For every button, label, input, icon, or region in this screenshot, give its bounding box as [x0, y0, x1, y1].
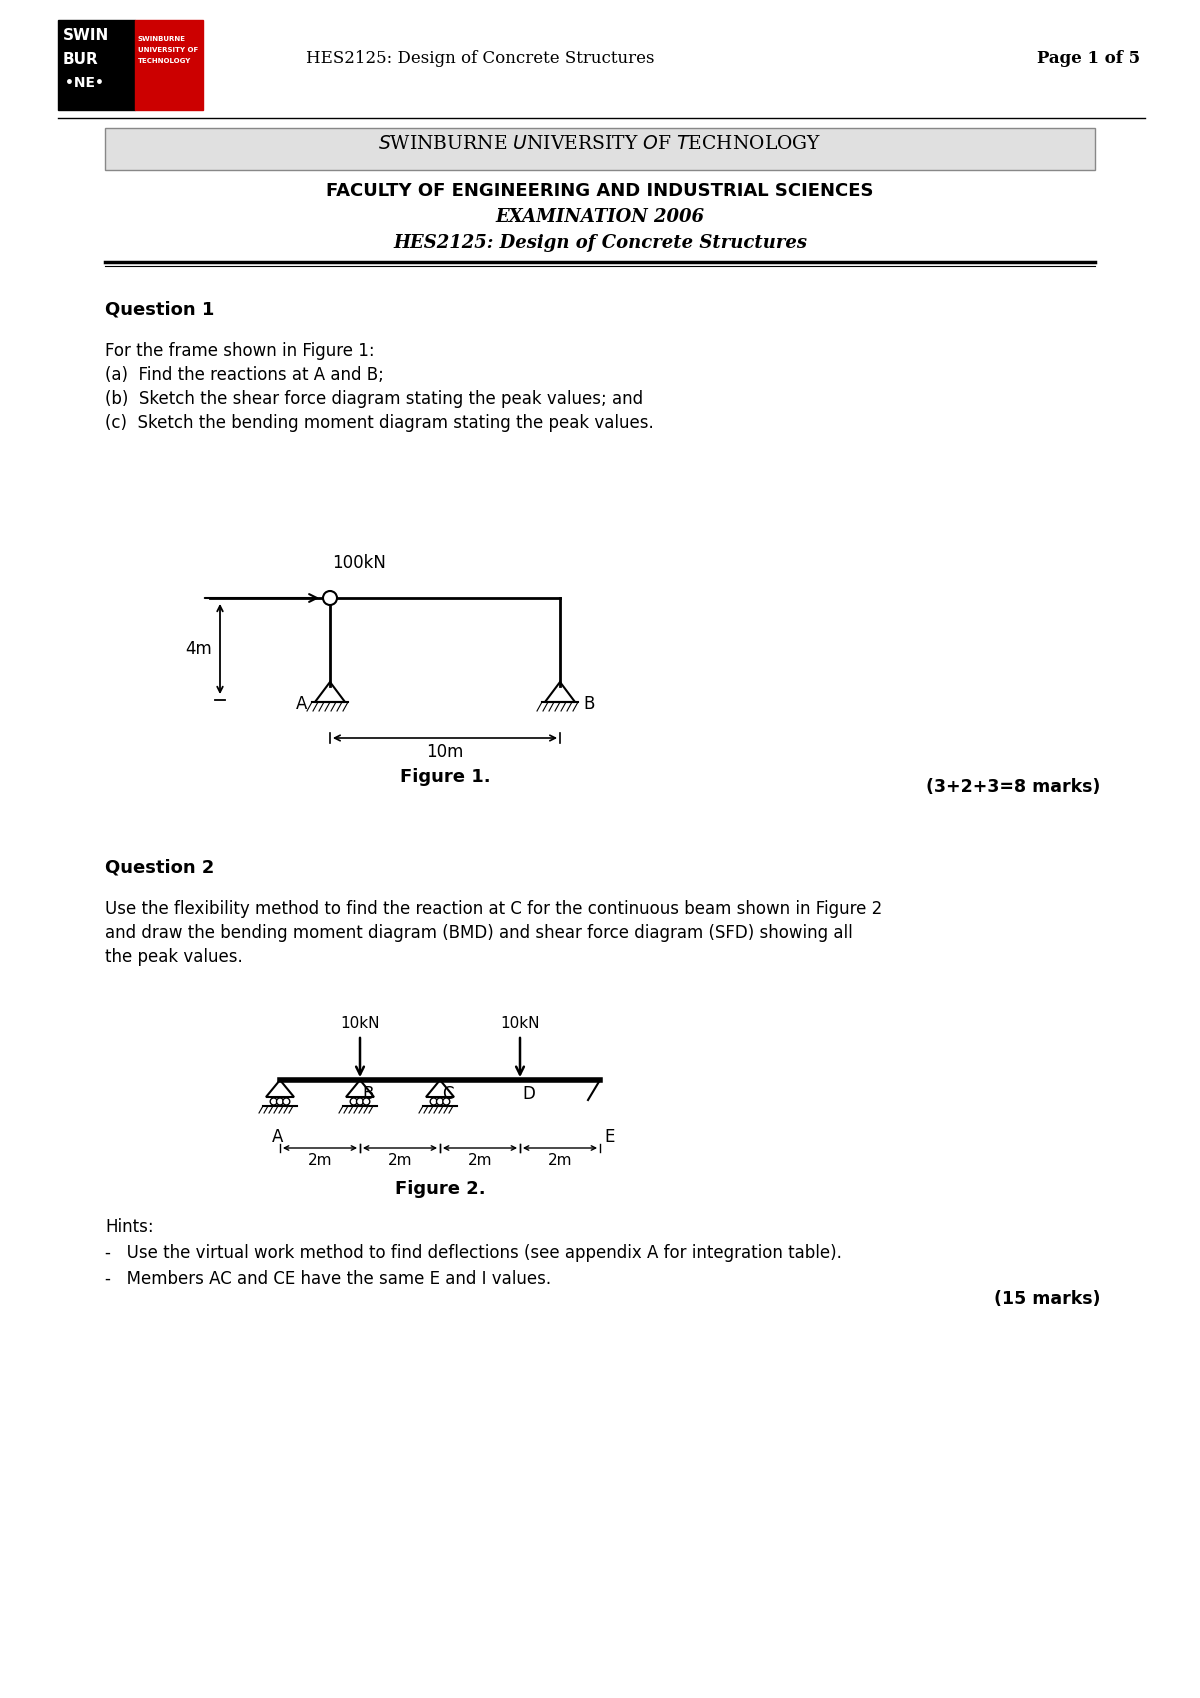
- Text: •NE•: •NE•: [65, 76, 104, 90]
- Text: 2m: 2m: [307, 1153, 332, 1168]
- Text: EXAMINATION 2006: EXAMINATION 2006: [496, 207, 704, 226]
- Text: B: B: [362, 1085, 373, 1104]
- Text: FACULTY OF ENGINEERING AND INDUSTRIAL SCIENCES: FACULTY OF ENGINEERING AND INDUSTRIAL SC…: [326, 182, 874, 200]
- Text: SWINBURNE: SWINBURNE: [138, 36, 186, 42]
- Circle shape: [431, 1099, 437, 1105]
- Text: Figure 2.: Figure 2.: [395, 1180, 485, 1199]
- Text: Figure 1.: Figure 1.: [400, 767, 491, 786]
- Text: 10kN: 10kN: [500, 1015, 540, 1031]
- Bar: [58, 20, 134, 110]
- Text: $\mathit{S}$WINBURNE $\mathit{U}$NIVERSITY $\mathit{O}$F $\mathit{T}$ECHNOLOGY: $\mathit{S}$WINBURNE $\mathit{U}$NIVERSI…: [378, 136, 822, 153]
- Circle shape: [362, 1099, 370, 1105]
- Text: 2m: 2m: [388, 1153, 413, 1168]
- Circle shape: [276, 1099, 283, 1105]
- Text: E: E: [604, 1127, 614, 1146]
- Text: BUR: BUR: [64, 53, 98, 66]
- Text: -   Members AC and CE have the same E and I values.: - Members AC and CE have the same E and …: [106, 1270, 551, 1289]
- Text: HES2125: Design of Concrete Structures: HES2125: Design of Concrete Structures: [394, 234, 808, 251]
- Text: HES2125: Design of Concrete Structures: HES2125: Design of Concrete Structures: [306, 49, 654, 66]
- Text: (3+2+3=8 marks): (3+2+3=8 marks): [925, 778, 1100, 796]
- Text: UNIVERSITY OF: UNIVERSITY OF: [138, 48, 198, 53]
- Text: B: B: [583, 694, 594, 713]
- Circle shape: [437, 1099, 444, 1105]
- Text: (b)  Sketch the shear force diagram stating the peak values; and: (b) Sketch the shear force diagram stati…: [106, 391, 643, 408]
- Text: 10m: 10m: [426, 744, 463, 761]
- Text: (15 marks): (15 marks): [994, 1290, 1100, 1307]
- Text: TECHNOLOGY: TECHNOLOGY: [138, 58, 191, 65]
- Text: 4m: 4m: [185, 640, 212, 659]
- Text: Use the flexibility method to find the reaction at C for the continuous beam sho: Use the flexibility method to find the r…: [106, 900, 882, 919]
- Circle shape: [270, 1099, 277, 1105]
- Text: (c)  Sketch the bending moment diagram stating the peak values.: (c) Sketch the bending moment diagram st…: [106, 414, 654, 431]
- Text: the peak values.: the peak values.: [106, 947, 242, 966]
- Text: (a)  Find the reactions at A and B;: (a) Find the reactions at A and B;: [106, 367, 384, 384]
- Text: -   Use the virtual work method to find deflections (see appendix A for integrat: - Use the virtual work method to find de…: [106, 1245, 842, 1262]
- Circle shape: [350, 1099, 358, 1105]
- Text: 10kN: 10kN: [341, 1015, 379, 1031]
- Text: SWIN: SWIN: [64, 27, 109, 42]
- Text: For the frame shown in Figure 1:: For the frame shown in Figure 1:: [106, 341, 374, 360]
- Text: Page 1 of 5: Page 1 of 5: [1037, 49, 1140, 66]
- Circle shape: [283, 1099, 290, 1105]
- Text: Question 1: Question 1: [106, 301, 215, 318]
- Text: Hints:: Hints:: [106, 1217, 154, 1236]
- Text: D: D: [522, 1085, 535, 1104]
- Circle shape: [356, 1099, 364, 1105]
- Text: C: C: [442, 1085, 454, 1104]
- Text: 100kN: 100kN: [332, 554, 386, 572]
- Circle shape: [443, 1099, 450, 1105]
- Bar: [134, 20, 203, 110]
- Text: A: A: [272, 1127, 283, 1146]
- Text: A: A: [295, 694, 307, 713]
- Circle shape: [323, 591, 337, 604]
- Text: Question 2: Question 2: [106, 857, 215, 876]
- Text: 2m: 2m: [468, 1153, 492, 1168]
- Text: and draw the bending moment diagram (BMD) and shear force diagram (SFD) showing : and draw the bending moment diagram (BMD…: [106, 924, 853, 942]
- Bar: [106, 127, 1096, 170]
- Text: 2m: 2m: [547, 1153, 572, 1168]
